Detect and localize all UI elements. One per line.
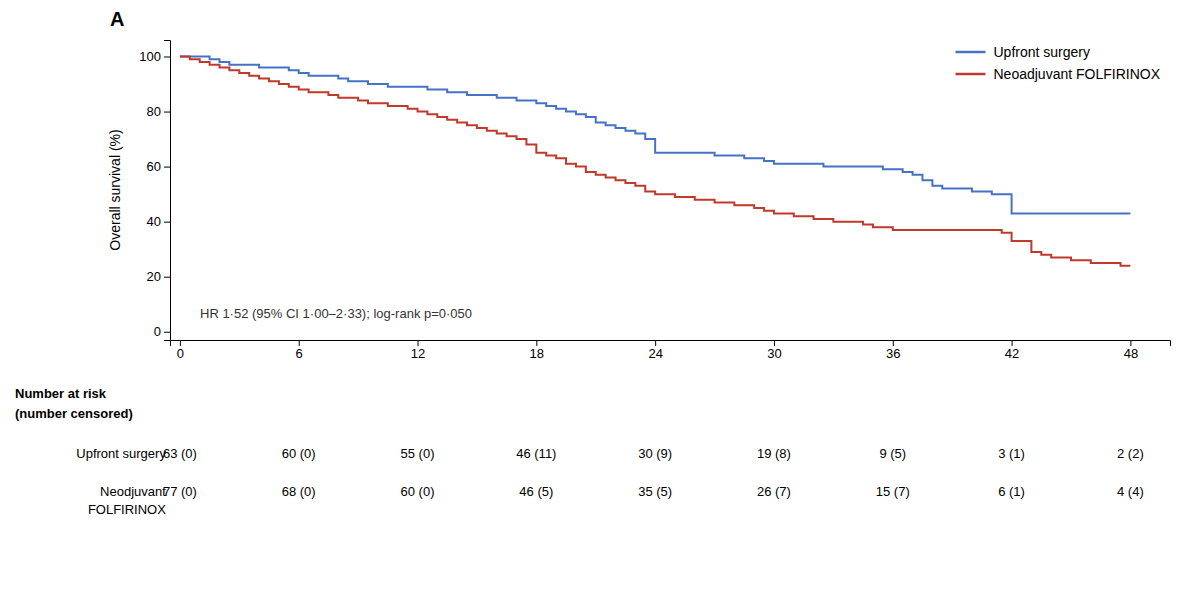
y-tick-mark bbox=[164, 57, 170, 58]
lines bbox=[180, 57, 1130, 266]
risk-value: 68 (0) bbox=[282, 484, 316, 499]
risk-value: 6 (1) bbox=[998, 484, 1025, 499]
y-axis: 0 20 40 60 80 100 bbox=[139, 41, 170, 341]
x-tick: 36 bbox=[886, 340, 900, 361]
risk-value: 9 (5) bbox=[879, 446, 906, 461]
x-tick-mark bbox=[774, 340, 775, 346]
risk-table: Number at risk (number censored) Upfront s… bbox=[15, 386, 1144, 517]
risk-header: (number censored) bbox=[15, 406, 133, 421]
x-tick: 24 bbox=[648, 340, 662, 361]
y-tick-mark bbox=[164, 112, 170, 113]
risk-value: 46 (11) bbox=[516, 446, 556, 461]
title: A bbox=[110, 8, 124, 30]
risk-value: 15 (7) bbox=[876, 484, 910, 499]
x-tick-label: 36 bbox=[886, 346, 900, 361]
legend-label: Neoadjuvant FOLFIRINOX bbox=[993, 66, 1160, 82]
y-tick: 40 bbox=[147, 214, 170, 229]
x-tick-label: 6 bbox=[296, 346, 303, 361]
x-tick-label: 42 bbox=[1005, 346, 1019, 361]
x-tick-label: 24 bbox=[648, 346, 662, 361]
y-axis-title: Overall survival (%) bbox=[107, 129, 123, 250]
annotation: HR 1·52 (95% CI 1·00–2·33); log-rank p=0… bbox=[200, 306, 472, 321]
chart: 0 6 12 18 24 30 36 42 48 0 20 40 60 80 100 Upfront surg… bbox=[0, 0, 1200, 589]
y-tick-label: 20 bbox=[147, 269, 161, 284]
risk-value: 46 (5) bbox=[519, 484, 553, 499]
legend-item: Neoadjuvant FOLFIRINOX bbox=[955, 66, 1160, 82]
legend-label: Upfront surgery bbox=[993, 44, 1089, 60]
risk-value: 63 (0) bbox=[163, 446, 197, 461]
x-tick-mark bbox=[1130, 340, 1131, 346]
x-tick-mark bbox=[893, 340, 894, 346]
y-tick: 20 bbox=[147, 269, 170, 284]
x-tick-label: 12 bbox=[411, 346, 425, 361]
y-tick: 60 bbox=[147, 159, 170, 174]
x-tick: 12 bbox=[411, 340, 425, 361]
x-tick-mark bbox=[418, 340, 419, 346]
x-tick-label: 0 bbox=[177, 346, 184, 361]
risk-value: 4 (4) bbox=[1117, 484, 1144, 499]
y-tick-mark bbox=[164, 277, 170, 278]
x-tick: 18 bbox=[530, 340, 544, 361]
x-tick-label: 30 bbox=[767, 346, 781, 361]
risk-value: 19 (8) bbox=[757, 446, 791, 461]
y-tick-mark bbox=[164, 222, 170, 223]
y-tick-label: 0 bbox=[154, 324, 161, 339]
series-line bbox=[180, 57, 1130, 214]
risk-value: 77 (0) bbox=[163, 484, 197, 499]
y-tick-label: 60 bbox=[147, 159, 161, 174]
plot-area: 0 6 12 18 24 30 36 42 48 0 20 40 60 80 100 Upfront surg… bbox=[139, 41, 1170, 362]
x-tick-label: 18 bbox=[530, 346, 544, 361]
x-tick: 6 bbox=[296, 340, 303, 361]
x-tick: 42 bbox=[1005, 340, 1019, 361]
y-tick: 100 bbox=[139, 49, 170, 64]
x-tick-mark bbox=[536, 340, 537, 346]
x-axis: 0 6 12 18 24 30 36 42 48 bbox=[171, 340, 1171, 361]
x-tick-label: 48 bbox=[1124, 346, 1138, 361]
y-tick-mark bbox=[164, 332, 170, 333]
x-tick: 0 bbox=[177, 340, 184, 361]
y-axis-line bbox=[164, 41, 171, 341]
x-tick-mark bbox=[180, 340, 181, 346]
risk-value: 60 (0) bbox=[282, 446, 316, 461]
risk-row-label: Upfront surgery bbox=[76, 446, 166, 461]
legend-item: Upfront surgery bbox=[955, 44, 1089, 60]
y-tick: 80 bbox=[147, 104, 170, 119]
x-axis-line bbox=[171, 341, 1171, 347]
x-tick-mark bbox=[299, 340, 300, 346]
y-tick-label: 40 bbox=[147, 214, 161, 229]
series-line bbox=[180, 57, 1130, 266]
risk-row-label: Neodjuvant bbox=[100, 484, 166, 499]
risk-value: 30 (9) bbox=[638, 446, 672, 461]
y-tick: 0 bbox=[154, 324, 170, 339]
risk-value: 3 (1) bbox=[998, 446, 1025, 461]
x-tick-mark bbox=[655, 340, 656, 346]
risk-value: 35 (5) bbox=[638, 484, 672, 499]
legend-swatch bbox=[955, 51, 985, 54]
risk-value: 26 (7) bbox=[757, 484, 791, 499]
y-tick-label: 100 bbox=[139, 49, 161, 64]
risk-value: 60 (0) bbox=[401, 484, 435, 499]
legend-swatch bbox=[955, 73, 985, 76]
risk-row-label: FOLFIRINOX bbox=[88, 502, 166, 517]
risk-value: 55 (0) bbox=[401, 446, 435, 461]
x-tick-mark bbox=[1012, 340, 1013, 346]
x-tick: 48 bbox=[1124, 340, 1138, 361]
risk-header: Number at risk bbox=[15, 386, 107, 401]
risk-value: 2 (2) bbox=[1117, 446, 1144, 461]
y-tick-label: 80 bbox=[147, 104, 161, 119]
legend: Upfront surgery Neoadjuvant FOLFIRINOX bbox=[955, 44, 1160, 82]
x-tick: 30 bbox=[767, 340, 781, 361]
y-tick-mark bbox=[164, 167, 170, 168]
